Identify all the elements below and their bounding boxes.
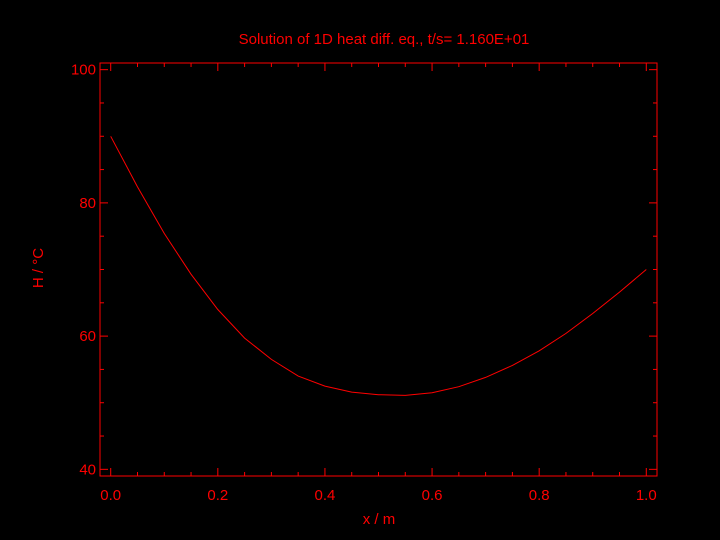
axis-ticks bbox=[100, 63, 657, 476]
y-axis-label: H / °C bbox=[30, 248, 47, 288]
x-tick-label: 0.4 bbox=[315, 487, 336, 504]
chart-title: Solution of 1D heat diff. eq., t/s= 1.16… bbox=[239, 31, 530, 48]
y-tick-label: 60 bbox=[79, 328, 96, 345]
y-tick-label: 100 bbox=[71, 62, 96, 79]
x-tick-label: 0.6 bbox=[422, 487, 443, 504]
x-axis-label: x / m bbox=[363, 511, 396, 528]
x-tick-label: 0.0 bbox=[100, 487, 121, 504]
y-tick-label: 40 bbox=[79, 461, 96, 478]
axis-tick-labels: 0.0 0.2 0.4 0.6 0.8 1.0 40 60 80 100 bbox=[71, 62, 657, 504]
x-tick-label: 1.0 bbox=[636, 487, 657, 504]
temperature-curve bbox=[110, 136, 647, 396]
x-tick-label: 0.8 bbox=[529, 487, 550, 504]
y-tick-label: 80 bbox=[79, 195, 96, 212]
plot-frame bbox=[99, 62, 658, 477]
x-tick-label: 0.2 bbox=[207, 487, 228, 504]
